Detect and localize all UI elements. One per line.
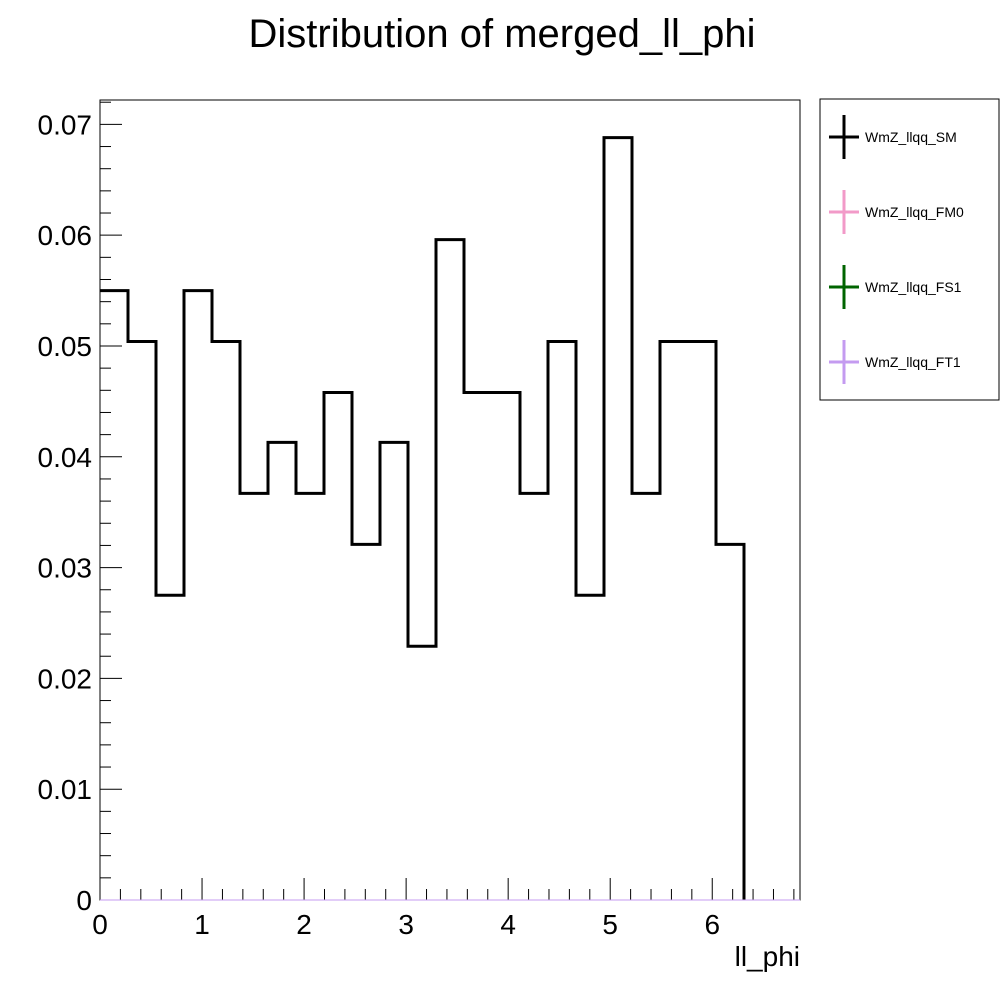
y-tick-label: 0.05 (38, 331, 93, 362)
x-tick-label: 1 (194, 909, 210, 940)
y-tick-label: 0.02 (38, 663, 93, 694)
plot-area (99, 99, 801, 901)
histogram-series (100, 136, 800, 901)
chart-title: Distribution of merged_ll_phi (249, 12, 756, 56)
x-tick-label: 5 (602, 909, 618, 940)
y-tick-label: 0.07 (38, 109, 93, 140)
y-tick-label: 0.03 (38, 553, 93, 584)
legend-label: WmZ_llqq_FM0 (865, 204, 964, 220)
x-axis-tick-labels: 0 1 2 3 4 5 6 (92, 909, 720, 940)
legend-frame (819, 98, 1000, 401)
y-tick-label: 0.01 (38, 774, 93, 805)
series-line-WmZ_llqq_SM (100, 136, 746, 900)
axis-ticks (99, 101, 795, 901)
legend-label: WmZ_llqq_SM (865, 129, 957, 145)
x-tick-label: 2 (296, 909, 312, 940)
legend-label: WmZ_llqq_FT1 (865, 354, 961, 370)
y-tick-label: 0 (76, 885, 92, 916)
y-tick-label: 0.06 (38, 220, 93, 251)
x-tick-label: 4 (500, 909, 516, 940)
y-tick-label: 0.04 (38, 442, 93, 473)
x-axis-label: ll_phi (735, 941, 800, 972)
legend-label: WmZ_llqq_FS1 (865, 279, 962, 295)
x-tick-label: 3 (398, 909, 414, 940)
y-axis-tick-labels: 0 0.01 0.02 0.03 0.04 0.05 0.06 0.07 (38, 109, 93, 916)
plot-frame (99, 99, 801, 901)
x-tick-label: 0 (92, 909, 108, 940)
legend: WmZ_llqq_SM WmZ_llqq_FM0 WmZ_llqq_FS1 WmZ_l… (819, 98, 1000, 401)
x-tick-label: 6 (704, 909, 720, 940)
